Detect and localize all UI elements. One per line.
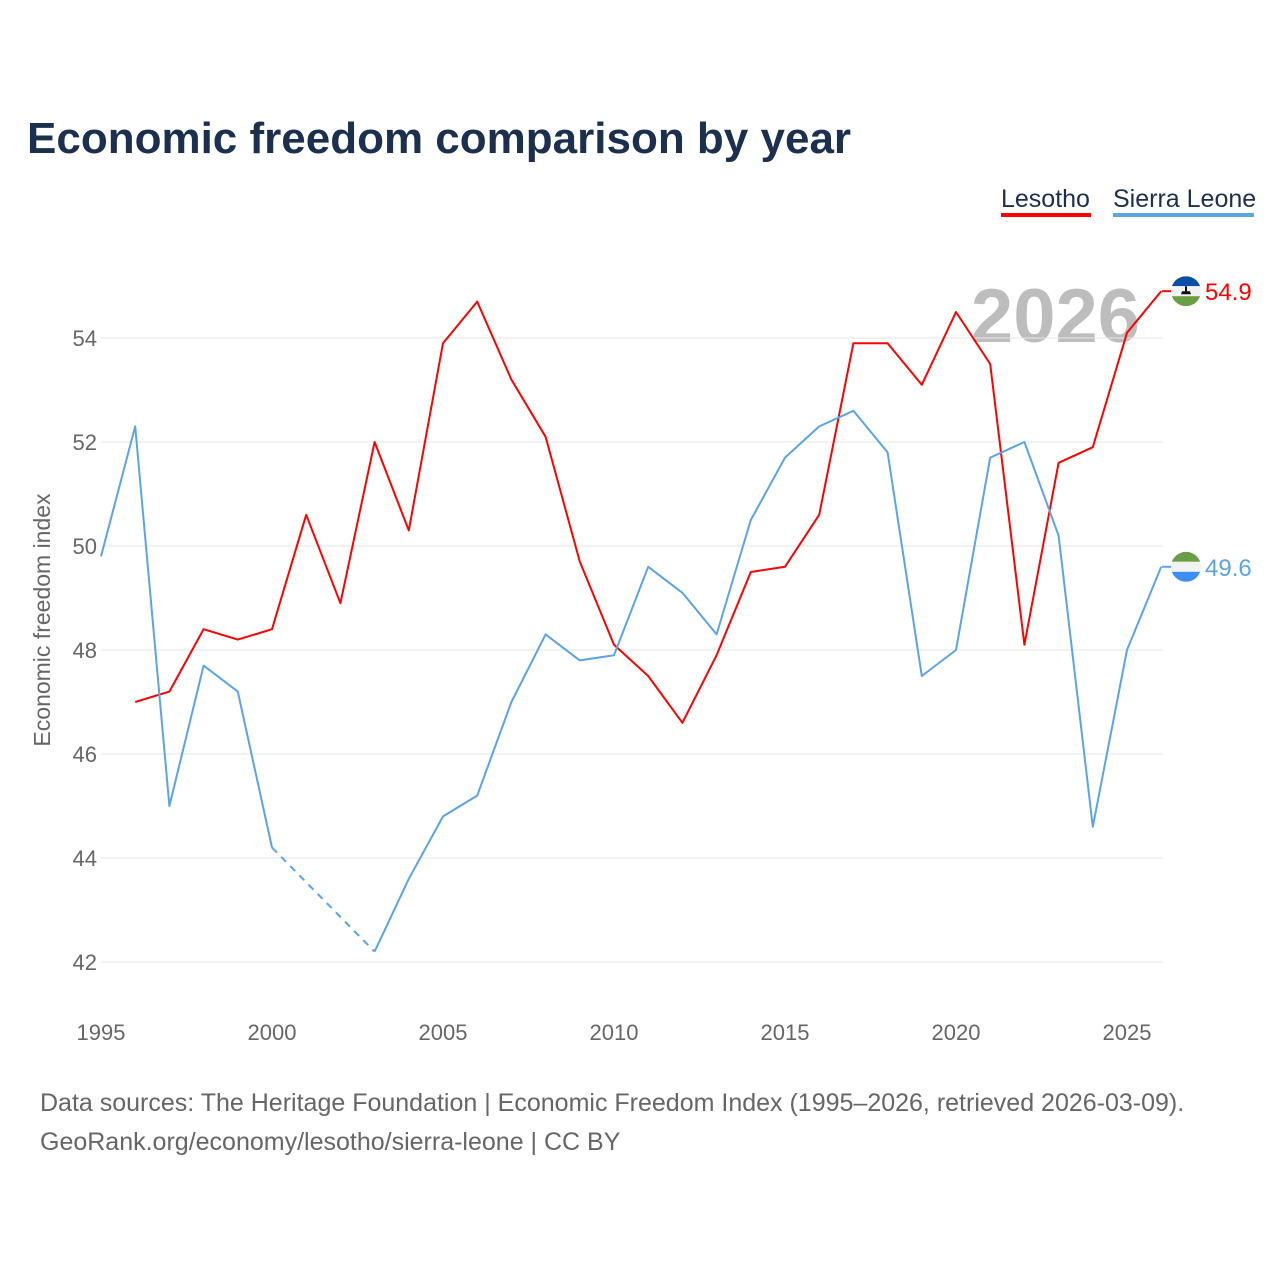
gap-line [271, 846, 376, 953]
legend-sierra-leone[interactable]: Sierra Leone [1113, 185, 1256, 213]
legend: Lesotho Sierra Leone [1001, 185, 1256, 217]
y-tick-label: 42 [73, 950, 97, 975]
series-line-sierra-leone [100, 425, 273, 848]
end-value-label: 49.6 [1205, 555, 1252, 582]
chart-title: Economic freedom comparison by year [27, 114, 851, 163]
lesotho-flag-icon [1171, 276, 1201, 307]
y-tick-label: 50 [73, 534, 97, 559]
year-watermark: 2026 [971, 274, 1140, 359]
end-value-label: 54.9 [1205, 279, 1252, 306]
legend-lesotho-swatch [1001, 213, 1091, 217]
x-tick-label: 1995 [77, 1020, 126, 1045]
sierra-leone-flag-icon [1171, 551, 1201, 582]
x-tick-label: 2000 [248, 1020, 297, 1045]
y-tick-label: 48 [73, 638, 97, 663]
footer-credit[interactable]: GeoRank.org/economy/lesotho/sierra-leone… [40, 1128, 621, 1156]
x-tick-label: 2020 [932, 1020, 981, 1045]
x-tick-label: 2010 [590, 1020, 639, 1045]
series-line-sierra-leone [373, 409, 1163, 953]
x-tick-label: 2005 [419, 1020, 468, 1045]
footer-source: Data sources: The Heritage Foundation | … [40, 1089, 1184, 1117]
y-axis-label: Economic freedom index [29, 493, 55, 747]
y-tick-label: 54 [73, 326, 97, 351]
legend-sierra-leone-swatch [1113, 213, 1254, 217]
y-tick-label: 46 [73, 742, 97, 767]
x-tick-label: 2025 [1103, 1020, 1152, 1045]
x-tick-label: 2015 [761, 1020, 810, 1045]
y-tick-label: 52 [73, 430, 97, 455]
legend-lesotho[interactable]: Lesotho [1001, 185, 1090, 213]
series-line-lesotho [134, 290, 1162, 724]
y-tick-label: 44 [73, 846, 97, 871]
